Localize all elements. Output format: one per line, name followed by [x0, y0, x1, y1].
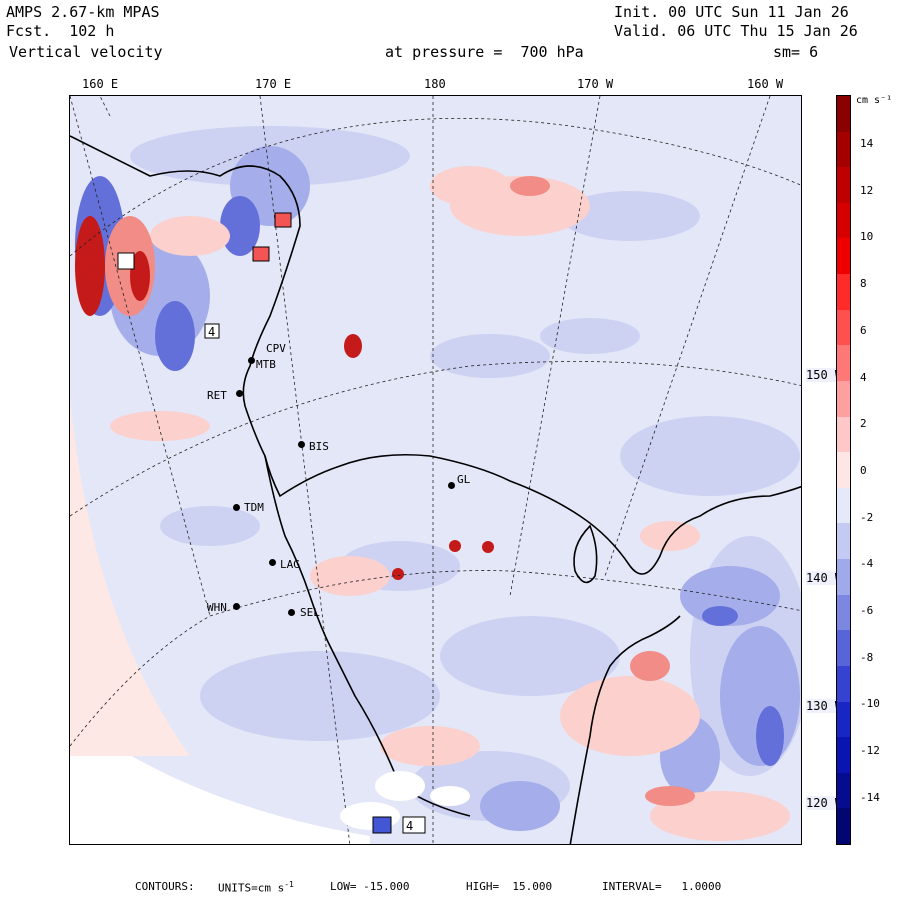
colorbar-tick-label: 8: [860, 277, 867, 291]
colorbar-segment: [837, 665, 850, 702]
footer-low: LOW= -15.000: [330, 880, 410, 893]
colorbar-segment: [837, 487, 850, 524]
colorbar-tick-label: -12: [860, 744, 880, 758]
station-label-sel: SEL: [300, 606, 320, 619]
colorbar-tick-label: -6: [860, 604, 874, 617]
field-name: Vertical velocity: [9, 43, 163, 61]
colorbar-segment: [837, 274, 850, 311]
station-dot: [269, 559, 276, 566]
strong-positive-cells: [75, 216, 494, 580]
off-domain-corner: [70, 716, 370, 844]
valid-time: Valid. 06 UTC Thu 15 Jan 26: [614, 22, 858, 40]
station-dot: [236, 390, 243, 397]
colorbar-tick-label: 6: [860, 323, 867, 337]
model-name: AMPS 2.67-km MPAS: [6, 3, 160, 21]
station-label-bis: BIS: [309, 440, 329, 453]
colorbar-segment: [837, 167, 850, 204]
footer-interval: INTERVAL= 1.0000: [602, 880, 722, 893]
footer-units: UNITS=cm s-1: [218, 880, 294, 895]
pink-edge-region: [70, 396, 190, 756]
colorbar-tick-label: -10: [860, 697, 880, 711]
station-dot: [248, 357, 255, 364]
colorbar-segment: [837, 594, 850, 631]
station-label-tdm: TDM: [244, 501, 264, 514]
pressure-level: at pressure = 700 hPa: [385, 43, 584, 61]
colorbar-segment: [837, 238, 850, 275]
colorbar-unit: cm s⁻¹: [856, 95, 893, 106]
colorbar-segment: [837, 309, 850, 346]
colorbar-tick-label: 14: [860, 137, 874, 150]
station-label-mtb: MTB: [256, 358, 276, 371]
station-label-whn: WHN: [207, 601, 227, 614]
colorbar-segment: [837, 96, 850, 133]
colorbar-segment: [837, 701, 850, 738]
station-label-ret: RET: [207, 389, 227, 402]
colorbar-tick-label: 0: [860, 463, 867, 477]
colorbar: [836, 95, 851, 845]
colorbar-tick-label: 12: [860, 183, 874, 197]
station-dot: [298, 441, 305, 448]
vertical-velocity-map: 4 4 CPV MTB BIS RET GL TDM LAG WHN SEL: [69, 95, 802, 845]
init-time: Init. 00 UTC Sun 11 Jan 26: [614, 3, 849, 21]
colorbar-segment: [837, 345, 850, 382]
colorbar-segment: [837, 380, 850, 418]
lon-label-160e: 160 E: [82, 77, 119, 91]
colorbar-segment: [837, 202, 850, 239]
footer-contours: CONTOURS:: [135, 880, 195, 893]
station-dot: [288, 609, 295, 616]
colorbar-segment: [837, 452, 850, 489]
box-label-4: 4: [208, 325, 216, 339]
colorbar-segment: [837, 808, 850, 845]
lon-label-160w: 160 W: [747, 77, 784, 91]
station-dot: [233, 504, 240, 511]
colorbar-tick-label: 10: [860, 230, 874, 244]
footer-high: HIGH= 15.000: [466, 880, 553, 893]
lon-label-170e: 170 E: [255, 77, 292, 91]
colorbar-segment: [837, 559, 850, 596]
colorbar-tick-label: 2: [860, 417, 867, 431]
station-dot: [448, 482, 455, 489]
colorbar-segment: [837, 523, 850, 560]
colorbar-segment: [837, 630, 850, 667]
colorbar-tick-label: 4: [860, 370, 867, 384]
colorbar-tick-label: -4: [860, 557, 874, 571]
colorbar-segment: [837, 772, 850, 809]
forecast-hour: Fcst. 102 h: [6, 22, 115, 40]
map-canvas: [70, 96, 801, 844]
colorbar-tick-label: -14: [860, 790, 880, 804]
station-label-lag: LAG: [280, 558, 300, 571]
lon-label-180: 180: [424, 77, 446, 91]
box-label-4: 4: [406, 819, 414, 833]
station-dot: [233, 603, 240, 610]
colorbar-segment: [837, 737, 850, 774]
lon-label-170w: 170 W: [577, 77, 614, 91]
colorbar-tick-label: -2: [860, 510, 874, 524]
colorbar-segment: [837, 416, 850, 453]
colorbar-tick-label: -8: [860, 650, 874, 664]
station-label-cpv: CPV: [266, 342, 286, 355]
smoothing-value: sm= 6: [773, 43, 819, 61]
colorbar-segment: [837, 131, 850, 168]
station-label-gl: GL: [457, 473, 471, 486]
contour-value-boxes: [117, 212, 426, 834]
